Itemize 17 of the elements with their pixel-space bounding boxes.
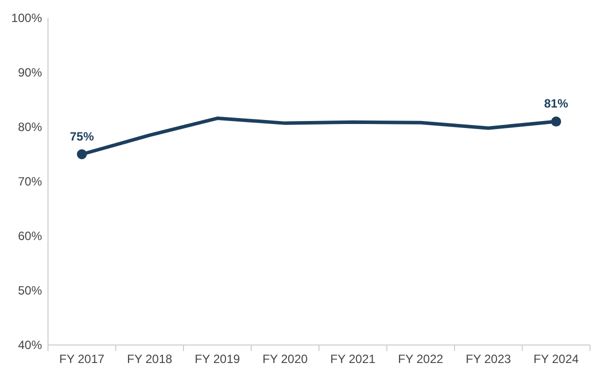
y-tick-label: 50% — [18, 284, 42, 298]
x-tick-label: FY 2024 — [534, 352, 580, 366]
x-tick-label: FY 2021 — [330, 352, 376, 366]
x-tick-label: FY 2019 — [194, 352, 240, 366]
y-tick-label: 80% — [18, 120, 42, 134]
data-label: 81% — [544, 96, 568, 111]
y-tick-label: 60% — [18, 229, 42, 244]
data-label: 75% — [70, 129, 94, 144]
x-tick-label: FY 2018 — [127, 352, 173, 366]
x-tick-label: FY 2017 — [59, 352, 105, 366]
y-tick-label: 100% — [11, 11, 42, 26]
y-tick-label: 90% — [18, 66, 42, 80]
x-tick-label: FY 2022 — [398, 352, 444, 366]
y-tick-label: 40% — [18, 338, 42, 352]
x-tick-label: FY 2020 — [262, 352, 308, 366]
x-tick-label: FY 2023 — [466, 352, 512, 366]
y-tick-label: 70% — [18, 174, 42, 189]
